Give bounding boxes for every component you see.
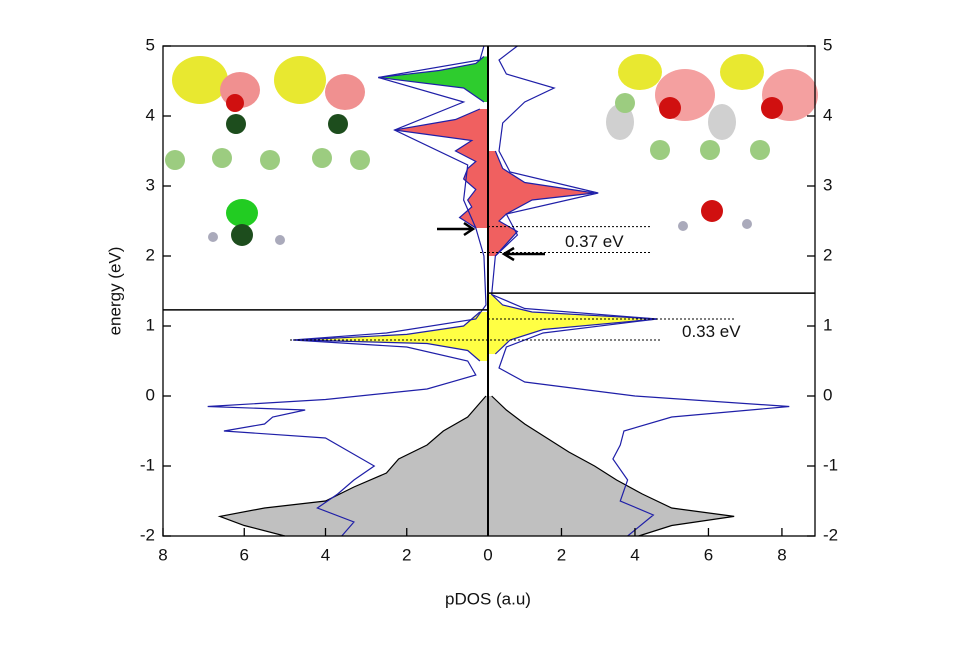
x-tick-label: 8 — [158, 545, 167, 564]
curve — [378, 56, 485, 103]
gap-label: 0.33 eV — [682, 322, 741, 341]
x-tick-label: 2 — [402, 545, 411, 564]
y-tick-label: 4 — [146, 105, 155, 124]
y-tick-label: 3 — [146, 175, 155, 194]
curve — [207, 45, 487, 537]
area — [219, 396, 488, 536]
x-tick-label: 8 — [777, 545, 786, 564]
y-tick-label: 1 — [146, 315, 155, 334]
y2-tick-label: 1 — [823, 315, 832, 334]
x-tick-label: 6 — [704, 545, 713, 564]
plot-frame — [162, 45, 816, 537]
area — [488, 294, 658, 354]
area — [378, 56, 488, 102]
y-tick-label: -2 — [140, 525, 155, 544]
x-tick-label: 4 — [321, 545, 330, 564]
x-tick-label: 2 — [557, 545, 566, 564]
area — [297, 312, 488, 361]
y-tick-label: 0 — [146, 385, 155, 404]
arrow — [437, 221, 476, 237]
area — [488, 396, 735, 536]
plot — [163, 45, 815, 537]
y-tick-label: 5 — [146, 35, 155, 54]
x-tick-label: 0 — [483, 545, 492, 564]
x-tick-label: 6 — [240, 545, 249, 564]
area — [394, 109, 488, 228]
y2-tick-label: 3 — [823, 175, 832, 194]
y2-tick-label: -1 — [823, 455, 838, 474]
arrow — [501, 246, 545, 262]
y-tick-label: -1 — [140, 455, 155, 474]
x-tick-label: 4 — [630, 545, 639, 564]
gap-label: 0.37 eV — [565, 232, 624, 251]
inset-left — [165, 56, 370, 246]
y2-tick-label: 4 — [823, 105, 832, 124]
curve — [494, 150, 595, 257]
x-axis-label: pDOS (a.u) — [445, 589, 531, 608]
y-tick-label: 2 — [146, 245, 155, 264]
curve — [217, 395, 487, 537]
curve — [491, 395, 735, 537]
area — [488, 151, 595, 256]
y2-tick-label: 5 — [823, 35, 832, 54]
inset-right — [606, 54, 818, 231]
y-axis-label: energy (eV) — [105, 247, 124, 336]
y2-tick-label: 2 — [823, 245, 832, 264]
y2-tick-label: 0 — [823, 385, 832, 404]
y2-tick-label: -2 — [823, 525, 838, 544]
